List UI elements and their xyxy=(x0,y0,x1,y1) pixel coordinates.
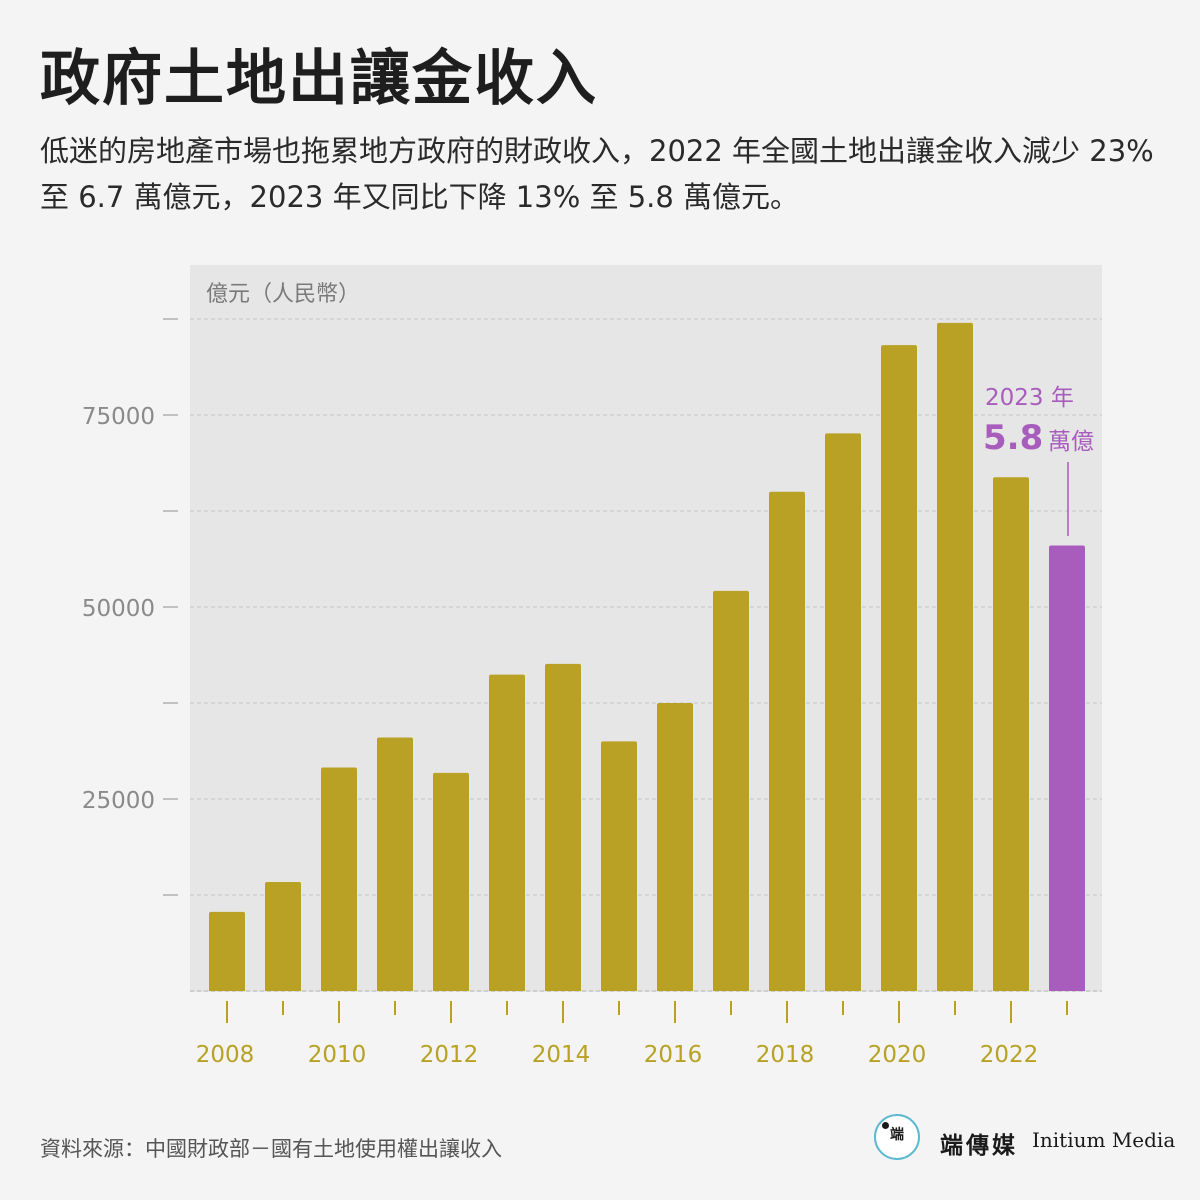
bar-highlight xyxy=(1049,545,1085,991)
bar xyxy=(601,741,637,991)
x-tick-label: 2020 xyxy=(868,1042,927,1068)
y-tick-label: 50000 xyxy=(82,596,155,622)
logo-circle-icon: 端 xyxy=(874,1114,920,1160)
x-tick-label: 2014 xyxy=(532,1042,591,1068)
annotation-year: 2023 年 xyxy=(985,385,1074,411)
bar xyxy=(769,491,805,991)
logo-english-name: Initium Media xyxy=(1032,1128,1176,1152)
annotation-value: 5.8 xyxy=(983,418,1043,458)
x-tick-label: 2016 xyxy=(644,1042,703,1068)
bar xyxy=(545,663,581,991)
x-tick-label: 2008 xyxy=(196,1042,255,1068)
x-tick-label: 2012 xyxy=(420,1042,479,1068)
bar xyxy=(489,674,525,991)
page-subtitle: 低迷的房地產市場也拖累地方政府的財政收入，2022 年全國土地出讓金收入減少 2… xyxy=(40,134,1154,214)
bar xyxy=(937,322,973,992)
bar xyxy=(825,433,861,991)
annotation-unit: 萬億 xyxy=(1048,429,1094,455)
y-tick-label: 75000 xyxy=(82,404,155,430)
bar xyxy=(713,590,749,991)
bar xyxy=(321,767,357,991)
bar xyxy=(993,477,1029,991)
bar xyxy=(433,772,469,991)
logo-dot-icon xyxy=(882,1122,889,1129)
logo-chinese-name: 端傳媒 xyxy=(940,1132,1018,1159)
bar xyxy=(209,911,245,991)
bar xyxy=(657,703,693,991)
y-tick-label: 25000 xyxy=(82,788,155,814)
bar xyxy=(265,881,301,991)
y-axis-label: 億元（人民幣） xyxy=(206,282,360,307)
page-title: 政府土地出讓金收入 xyxy=(40,44,598,114)
x-tick-label: 2018 xyxy=(756,1042,815,1068)
logo-mark: 端 xyxy=(890,1127,904,1143)
x-tick-label: 2022 xyxy=(980,1042,1039,1068)
initium-logo: 端 端傳媒 Initium Media xyxy=(872,1112,1176,1168)
bar xyxy=(881,345,917,991)
bar-chart: 25000 50000 75000 億元（人民幣） 2008 2010 2012 2014 20… xyxy=(82,265,1102,1068)
source-note: 資料來源：中國財政部－國有土地使用權出讓收入 xyxy=(40,1137,502,1161)
bar xyxy=(377,737,413,991)
x-tick-label: 2010 xyxy=(308,1042,367,1068)
